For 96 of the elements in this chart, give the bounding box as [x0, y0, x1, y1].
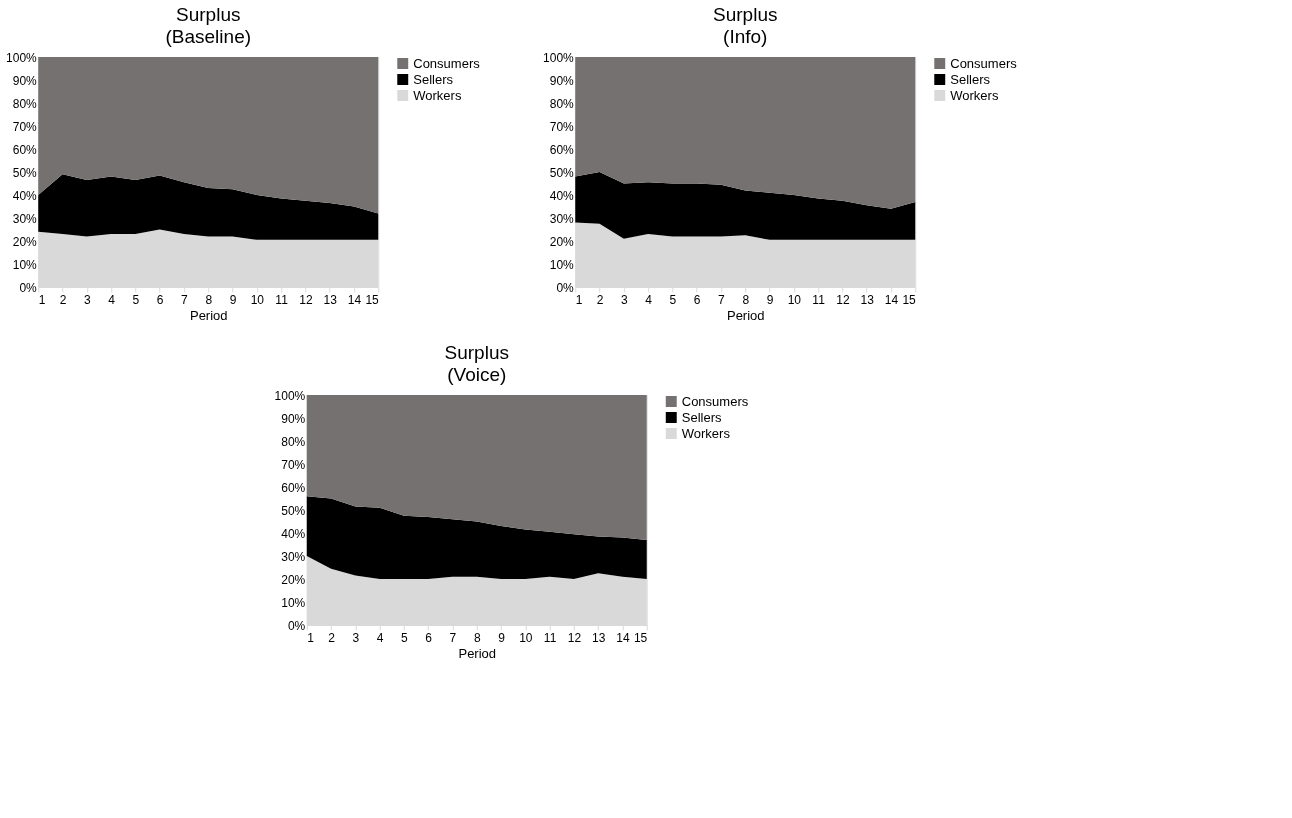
x-tick-label: 14	[616, 630, 630, 645]
x-tick-label: 14	[347, 292, 362, 307]
y-tick-label: 80%	[12, 96, 38, 111]
y-tick-label: 20%	[281, 572, 306, 587]
x-tick-label: 10	[250, 292, 265, 307]
x-tick-label: 7	[718, 292, 726, 307]
x-tick-label: 4	[645, 292, 653, 307]
x-tick-label: 11	[275, 292, 289, 307]
y-tick-label: 40%	[12, 188, 38, 203]
legend-label: Consumers	[950, 55, 1018, 71]
y-tick-label: 50%	[12, 165, 38, 180]
y-tick-label: 0%	[287, 618, 306, 633]
x-tick-label: 5	[669, 292, 677, 307]
y-tick-label: 0%	[556, 280, 575, 295]
y-tick-label: 90%	[281, 411, 306, 426]
y-tick-label: 80%	[281, 434, 306, 449]
y-tick-label: 100%	[6, 50, 38, 65]
y-tick-label: 30%	[281, 549, 306, 564]
x-tick-label: 4	[376, 630, 384, 645]
y-tick-label: 100%	[274, 388, 306, 403]
y-tick-label: 40%	[281, 526, 306, 541]
x-tick-label: 3	[620, 292, 628, 307]
x-tick-label: 15	[633, 630, 648, 645]
x-tick-label: 6	[693, 292, 701, 307]
legend-label: Sellers	[413, 71, 454, 87]
y-tick-label: 30%	[12, 211, 38, 226]
chart-subtitle: (Voice)	[447, 364, 507, 385]
chart-title: Surplus	[713, 4, 778, 25]
x-tick-label: 8	[205, 292, 213, 307]
x-tick-label: 11	[812, 292, 826, 307]
x-tick-label: 15	[902, 292, 917, 307]
x-axis-title: Period	[189, 307, 228, 323]
x-tick-label: 3	[83, 292, 91, 307]
legend-label: Sellers	[950, 71, 991, 87]
y-tick-label: 70%	[12, 119, 38, 134]
x-tick-label: 11	[543, 630, 557, 645]
x-tick-label: 9	[229, 292, 237, 307]
x-tick-label: 13	[592, 630, 606, 645]
x-tick-label: 2	[596, 292, 604, 307]
y-tick-label: 30%	[549, 211, 575, 226]
y-tick-label: 40%	[549, 188, 575, 203]
x-axis-title: Period	[726, 307, 765, 323]
x-tick-label: 5	[132, 292, 140, 307]
y-tick-label: 90%	[549, 73, 575, 88]
x-tick-label: 12	[299, 292, 313, 307]
y-tick-label: 70%	[549, 119, 575, 134]
y-tick-label: 10%	[281, 595, 306, 610]
y-tick-label: 10%	[12, 257, 38, 272]
legend-label: Consumers	[681, 393, 749, 409]
legend-label: Consumers	[413, 55, 481, 71]
x-tick-label: 1	[38, 292, 46, 307]
x-tick-label: 10	[519, 630, 533, 645]
x-tick-label: 3	[352, 630, 360, 645]
y-tick-label: 100%	[543, 50, 575, 65]
y-tick-label: 20%	[12, 234, 38, 249]
x-tick-label: 10	[787, 292, 802, 307]
y-tick-label: 60%	[12, 142, 38, 157]
y-tick-label: 60%	[549, 142, 575, 157]
x-tick-label: 2	[59, 292, 67, 307]
x-tick-label: 8	[473, 630, 481, 645]
chart-subtitle: (Baseline)	[165, 26, 252, 47]
y-tick-label: 90%	[12, 73, 38, 88]
x-tick-label: 1	[307, 630, 315, 645]
x-tick-label: 5	[401, 630, 409, 645]
y-tick-label: 10%	[549, 257, 575, 272]
x-tick-label: 12	[567, 630, 582, 645]
y-tick-label: 20%	[549, 234, 575, 249]
x-tick-label: 9	[766, 292, 774, 307]
chart-subtitle: (Info)	[723, 26, 768, 47]
x-tick-label: 9	[498, 630, 506, 645]
y-tick-label: 80%	[549, 96, 575, 111]
chart-title: Surplus	[176, 4, 241, 25]
x-tick-label: 15	[365, 292, 380, 307]
x-tick-label: 7	[181, 292, 189, 307]
chart-title: Surplus	[444, 342, 509, 363]
x-tick-label: 2	[328, 630, 336, 645]
x-tick-label: 8	[742, 292, 750, 307]
x-axis-title: Period	[458, 645, 497, 661]
y-tick-label: 50%	[549, 165, 575, 180]
x-tick-label: 6	[156, 292, 164, 307]
x-tick-label: 1	[575, 292, 583, 307]
x-tick-label: 4	[108, 292, 116, 307]
x-tick-label: 7	[449, 630, 457, 645]
y-tick-label: 60%	[281, 480, 306, 495]
y-tick-label: 50%	[281, 503, 306, 518]
legend-label: Workers	[681, 425, 731, 441]
legend-label: Workers	[413, 87, 462, 103]
x-tick-label: 14	[884, 292, 899, 307]
x-tick-label: 12	[836, 292, 850, 307]
x-tick-label: 6	[425, 630, 433, 645]
x-tick-label: 13	[860, 292, 875, 307]
y-tick-label: 0%	[19, 280, 38, 295]
y-tick-label: 70%	[281, 457, 306, 472]
legend-label: Workers	[950, 87, 999, 103]
legend-label: Sellers	[681, 409, 722, 425]
x-tick-label: 13	[323, 292, 338, 307]
